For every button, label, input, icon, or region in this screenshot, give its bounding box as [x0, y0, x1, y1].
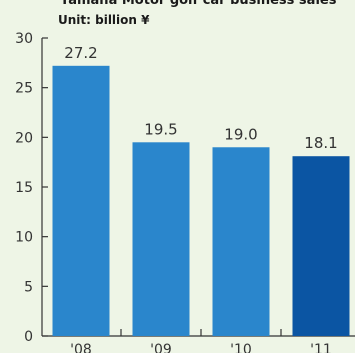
x-tick-label: '08	[70, 342, 92, 353]
value-label: 27.2	[64, 44, 97, 62]
y-tick-label: 15	[15, 180, 33, 196]
value-label: 18.1	[304, 134, 337, 152]
x-tick-labels: '08 '09 '10 '11	[70, 342, 332, 353]
value-labels: 27.2 19.5 19.0 18.1	[64, 44, 337, 152]
y-tick-label: 10	[15, 230, 33, 246]
y-tick-label: 30	[15, 31, 33, 47]
bars	[52, 65, 350, 337]
x-tick-label: '10	[230, 342, 252, 353]
bar	[132, 142, 190, 336]
chart-title: Yamaha Motor golf car business sales	[59, 0, 337, 8]
unit-label: Unit: billion ¥	[58, 13, 150, 27]
value-label: 19.0	[224, 125, 257, 143]
y-tick-label: 25	[15, 81, 33, 97]
value-label: 19.5	[144, 120, 177, 138]
bar	[292, 156, 350, 336]
y-tick-label: 0	[24, 329, 33, 345]
y-tick-label: 20	[15, 130, 33, 146]
x-tick-label: '09	[150, 342, 172, 353]
bar	[212, 147, 270, 336]
y-tick-labels: 0 5 10 15 20 25 30	[15, 31, 33, 345]
x-tick-label: '11	[310, 342, 332, 353]
bar	[52, 65, 110, 337]
y-tick-label: 5	[24, 279, 33, 295]
